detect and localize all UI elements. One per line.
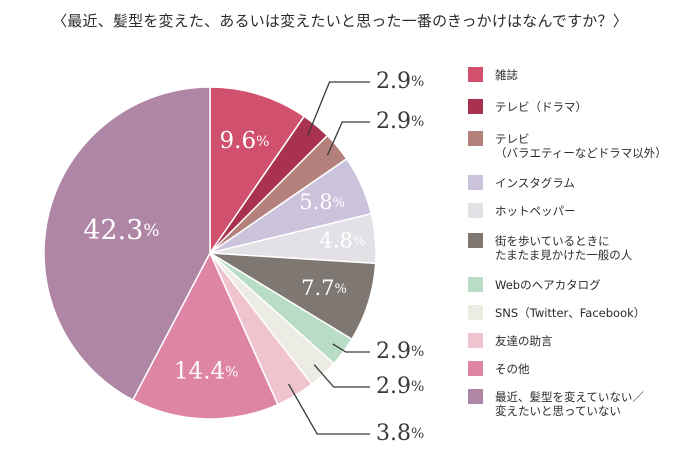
legend-item: Webのヘアカタログ	[468, 277, 678, 292]
legend-swatch	[468, 361, 483, 376]
legend-swatch	[468, 389, 483, 404]
slice-value-label: 14.4%	[174, 359, 239, 385]
legend-item: 最近、髪型を変えていない／ 変えたいと思っていない	[468, 389, 678, 418]
leader-line	[307, 81, 370, 136]
chart-title: 〈最近、髪型を変えた、あるいは変えたいと思った一番のきっかけはなんですか？〉	[52, 12, 628, 30]
legend-item: 雑誌	[468, 67, 678, 82]
leader-line	[326, 121, 370, 156]
slice-value-label: 9.6%	[220, 128, 270, 154]
slice-value-label: 3.8%	[376, 421, 424, 446]
legend-swatch	[468, 131, 483, 146]
legend-item: 友達の助言	[468, 333, 678, 348]
legend-label: ホットペッパー	[495, 204, 576, 218]
legend-swatch	[468, 277, 483, 292]
pie-slice	[43, 86, 211, 401]
slice-value-label: 2.9%	[376, 374, 424, 399]
legend-label: 最近、髪型を変えていない／ 変えたいと思っていない	[495, 390, 644, 418]
pie-slice	[131, 251, 279, 420]
legend-swatch	[468, 333, 483, 348]
legend-label: その他	[495, 362, 530, 376]
legend-label: テレビ （バラエティーなどドラマ以外）	[495, 132, 667, 160]
legend-label: SNS（Twitter、Facebook）	[495, 306, 646, 320]
legend-item: SNS（Twitter、Facebook）	[468, 305, 678, 320]
legend-item: テレビ （バラエティーなどドラマ以外）	[468, 131, 678, 160]
legend-item: その他	[468, 361, 678, 376]
pie-slice	[209, 86, 306, 256]
legend-label: インスタグラム	[495, 176, 575, 190]
legend-swatch	[468, 67, 483, 82]
legend-item: ホットペッパー	[468, 203, 678, 218]
legend-item: テレビ（ドラマ）	[468, 99, 678, 114]
leader-line	[313, 364, 370, 388]
legend-swatch	[468, 175, 483, 190]
slice-value-label: 42.3%	[83, 215, 159, 246]
legend-swatch	[468, 305, 483, 320]
legend-swatch	[468, 99, 483, 114]
legend-swatch	[468, 203, 483, 218]
slice-value-label: 4.8%	[319, 228, 365, 252]
legend-label: 街を歩いているときに たまたま見かけた一般の人	[495, 234, 633, 262]
legend-item: 街を歩いているときに たまたま見かけた一般の人	[468, 233, 678, 262]
leader-line	[332, 343, 370, 353]
legend-label: 雑誌	[495, 68, 518, 82]
legend-item: インスタグラム	[468, 175, 678, 190]
legend-label: 友達の助言	[495, 334, 553, 348]
slice-value-label: 5.8%	[299, 189, 345, 213]
slice-value-label: 7.7%	[301, 275, 347, 299]
leader-line	[288, 383, 370, 435]
legend-label: Webのヘアカタログ	[495, 278, 601, 292]
legend-label: テレビ（ドラマ）	[495, 100, 587, 114]
slice-value-label: 2.9%	[376, 69, 424, 94]
legend-swatch	[468, 233, 483, 248]
slice-value-label: 2.9%	[376, 339, 424, 364]
slice-value-label: 2.9%	[376, 109, 424, 134]
